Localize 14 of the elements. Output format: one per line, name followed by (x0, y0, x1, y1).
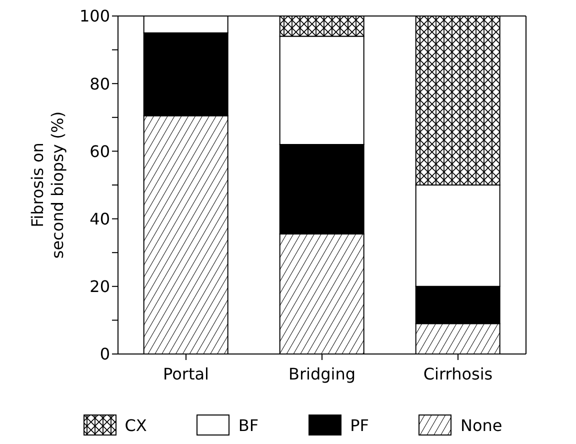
y-tick-label: 0 (100, 344, 110, 364)
x-tick-label: Portal (163, 364, 209, 384)
x-tick-label: Cirrhosis (423, 364, 493, 384)
y-axis-title: Fibrosis on second biopsy (%) (28, 111, 67, 259)
y-tick-label: 40 (90, 209, 110, 228)
x-tick-label: Bridging (288, 364, 356, 384)
legend-label: BF (238, 416, 259, 434)
y-tick-label: 20 (90, 277, 110, 296)
y-tick-label: 100 (79, 6, 110, 26)
legend-label: CX (124, 416, 147, 434)
y-tick-label: 60 (90, 142, 110, 161)
y-tick-label: 80 (90, 74, 110, 94)
legend-label: PF (350, 416, 369, 434)
legend-label: None (460, 416, 502, 434)
